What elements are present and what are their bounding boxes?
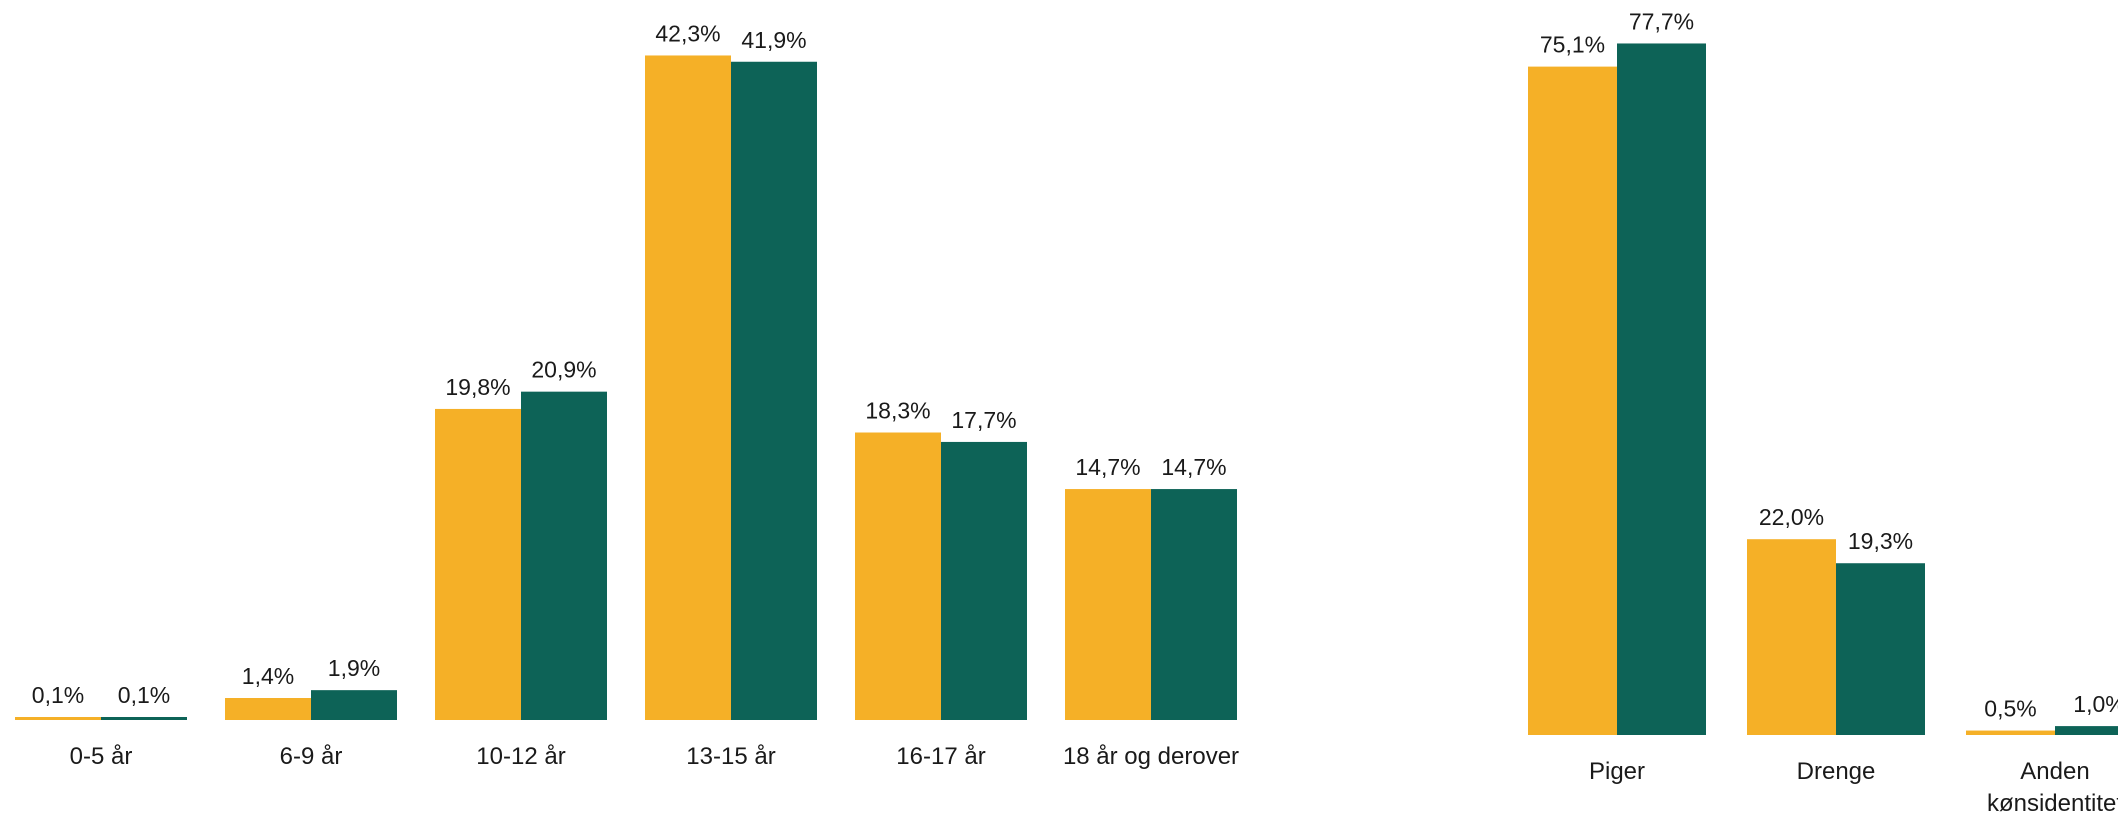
category-label: 10-12 år	[476, 743, 565, 770]
data-label: 42,3%	[655, 20, 720, 46]
category-label-line: Anden	[2020, 758, 2089, 785]
bar-series-2-2	[1836, 563, 1925, 735]
bar-series-1-3	[435, 408, 521, 720]
category-label: Drenge	[1797, 758, 1876, 785]
data-label: 1,0%	[2073, 691, 2118, 717]
data-label: 14,7%	[1075, 454, 1140, 480]
category-label: Anden kønsidentitet	[1987, 758, 2118, 814]
category-label: 16-17 år	[896, 743, 985, 770]
bar-series-1-4	[645, 55, 731, 721]
data-label: 19,3%	[1848, 528, 1913, 554]
bar-series-1-2	[225, 698, 311, 720]
chart-2: 75,1% 77,7% Piger 22,0% 19,3% Drenge 0,5% 1,0% A…	[1528, 8, 2118, 817]
data-label: 0,5%	[1984, 696, 2036, 722]
data-label: 19,8%	[445, 374, 510, 400]
bar-series-2-2	[311, 690, 397, 720]
data-label: 18,3%	[865, 398, 930, 424]
category-label: Piger	[1589, 758, 1645, 785]
data-label: 75,1%	[1540, 32, 1605, 58]
bar-series-2-6	[1151, 489, 1237, 720]
chart-1: 0,1% 0,1% 0-5 år 1,4% 1,9% 6-9 år 19,8% 20,9% 10…	[15, 20, 1239, 770]
bar-series-2-4	[731, 61, 817, 721]
bar-series-2-3	[521, 391, 607, 720]
data-label: 0,1%	[32, 682, 84, 708]
data-label: 77,7%	[1629, 8, 1694, 34]
data-label: 14,7%	[1161, 454, 1226, 480]
data-label: 0,1%	[118, 682, 170, 708]
bar-series-2-1	[1617, 43, 1706, 736]
data-label: 1,4%	[242, 663, 294, 689]
bar-series-1-3	[1966, 730, 2055, 735]
category-label: 13-15 år	[686, 743, 775, 770]
bar-series-1-6	[1065, 489, 1151, 720]
bar-series-2-1	[101, 717, 187, 720]
category-label: 0-5 år	[70, 743, 133, 770]
category-label-line: kønsidentitet	[1987, 790, 2118, 814]
bar-series-1-2	[1747, 539, 1836, 735]
data-label: 20,9%	[531, 357, 596, 383]
bar-series-2-5	[941, 441, 1027, 720]
data-label: 22,0%	[1759, 504, 1824, 530]
data-label: 41,9%	[741, 27, 806, 53]
category-label: 6-9 år	[280, 743, 343, 770]
data-label: 17,7%	[951, 407, 1016, 433]
bar-series-1-1	[1528, 66, 1617, 736]
category-label: 18 år og derover	[1063, 743, 1239, 770]
data-label: 1,9%	[328, 655, 380, 681]
bar-series-1-1	[15, 717, 101, 720]
bar-series-1-5	[855, 432, 941, 720]
bar-series-2-3	[2055, 726, 2118, 735]
